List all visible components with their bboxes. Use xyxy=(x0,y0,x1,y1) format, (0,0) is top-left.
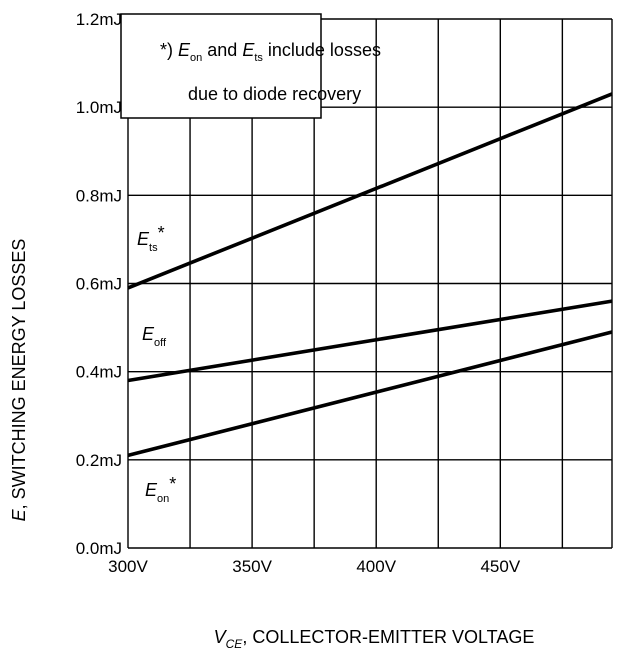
series-line-eoff xyxy=(127,299,613,383)
note-box: *) Eon and Ets include losses due to dio… xyxy=(120,13,381,119)
y-tick-label: 0.6mJ xyxy=(76,275,122,294)
series-label-eon: Eon* xyxy=(145,474,176,505)
x-axis-title: VCE, COLLECTOR-EMITTER VOLTAGE xyxy=(214,627,535,651)
x-tick-labels: 300V 350V 400V 450V xyxy=(108,557,521,576)
x-tick-label: 400V xyxy=(356,557,396,576)
note-line-2: due to diode recovery xyxy=(188,84,361,104)
y-tick-label: 0.4mJ xyxy=(76,363,122,382)
y-tick-label: 0.0mJ xyxy=(76,539,122,558)
y-tick-label: 0.8mJ xyxy=(76,186,122,205)
y-tick-label: 1.2mJ xyxy=(76,10,122,29)
y-tick-label: 0.2mJ xyxy=(76,451,122,470)
x-tick-label: 350V xyxy=(232,557,272,576)
x-tick-label: 300V xyxy=(108,557,148,576)
series-label-ets: Ets* xyxy=(137,223,165,254)
y-tick-label: 1.0mJ xyxy=(76,98,122,117)
y-axis-title: E, SWITCHING ENERGY LOSSES xyxy=(9,239,29,522)
y-tick-labels: 0.0mJ 0.2mJ 0.4mJ 0.6mJ 0.8mJ 1.0mJ 1.2mJ xyxy=(76,10,122,558)
note-line-1: *) Eon and Ets include losses xyxy=(160,40,381,64)
series-line-ets xyxy=(127,92,613,290)
x-tick-label: 450V xyxy=(480,557,520,576)
series-lines xyxy=(127,92,613,458)
series-line-eon xyxy=(127,330,613,458)
series-label-eoff: Eoff xyxy=(142,324,167,349)
